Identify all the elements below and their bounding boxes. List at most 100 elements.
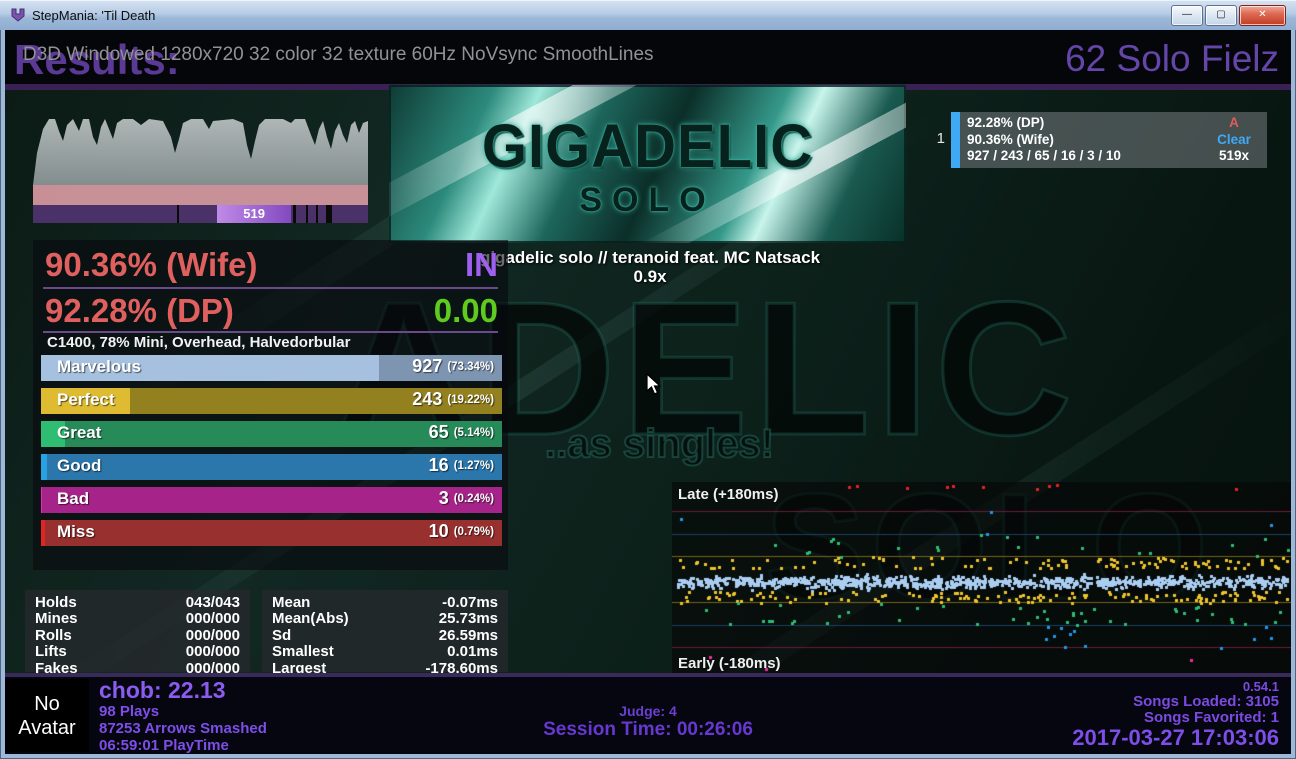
judgment-label: Bad bbox=[57, 489, 90, 508]
judge-setting: Judge: 4 bbox=[619, 703, 677, 719]
music-rate: 0.9x bbox=[633, 267, 667, 286]
banner-subtitle-text: SOLO bbox=[579, 181, 716, 219]
window-controls: — ▢ ✕ bbox=[1171, 5, 1286, 26]
judgment-bar-fill bbox=[41, 520, 45, 546]
arrows-smashed: 87253 Arrows Smashed bbox=[99, 720, 267, 737]
score-underline bbox=[43, 287, 498, 289]
avatar-text-2: Avatar bbox=[18, 716, 76, 739]
dp-score-row: 92.28% (DP) 0.00 bbox=[45, 292, 498, 330]
video-info-text: D3D Windowed 1280x720 32 color 32 textur… bbox=[23, 44, 654, 65]
judgment-list: Marvelous 927 (73.34%) Perfect 243 (19.2… bbox=[41, 355, 502, 553]
date-time: 2017-03-27 17:03:06 bbox=[1072, 725, 1279, 750]
info-row: Mean(Abs) 25.73ms bbox=[272, 610, 498, 628]
judgment-bar-rest bbox=[41, 520, 502, 546]
judgment-label: Perfect bbox=[57, 390, 115, 409]
combo-divider bbox=[292, 205, 296, 223]
judgment-bar-rest bbox=[41, 454, 502, 480]
combo-bar: 519 bbox=[33, 205, 368, 223]
judgment-bar-fill bbox=[41, 487, 43, 513]
density-shape bbox=[33, 119, 368, 185]
grade-badge: A bbox=[1229, 115, 1239, 130]
offset-plot-canvas bbox=[672, 482, 1291, 676]
note-density-graph: 519 bbox=[33, 115, 368, 223]
session-info: Judge: 4 Session Time: 00:26:06 bbox=[543, 703, 753, 741]
timing-stats-panel: Mean -0.07ms Mean(Abs) 25.73ms Sd 26.59ms S… bbox=[262, 590, 508, 677]
judgment-row: Great 65 (5.14%) bbox=[41, 421, 502, 447]
info-row: Holds 043/043 bbox=[35, 594, 240, 611]
life-band bbox=[33, 185, 368, 205]
judgment-label: Good bbox=[57, 456, 102, 475]
player-name-rating: chob: 22.13 bbox=[99, 677, 226, 703]
minimize-button[interactable]: — bbox=[1171, 5, 1203, 26]
judgment-count: 3 (0.24%) bbox=[438, 488, 494, 508]
combo-divider bbox=[306, 205, 309, 223]
judgment-bar-fill bbox=[41, 421, 65, 447]
close-button[interactable]: ✕ bbox=[1239, 5, 1286, 26]
wife-percent: 90.36% (Wife) bbox=[45, 246, 258, 283]
offset-scatter-plot: Late (+180ms) Early (-180ms) bbox=[672, 482, 1291, 676]
title-bar[interactable]: StepMania: 'Til Death — ▢ ✕ bbox=[0, 0, 1296, 30]
judgment-bar-rest bbox=[41, 487, 502, 513]
judgment-row: Marvelous 927 (73.34%) bbox=[41, 355, 502, 381]
songs-favorited: Songs Favorited: 1 bbox=[1143, 709, 1279, 726]
dp-percent: 92.28% (DP) bbox=[45, 292, 234, 329]
song-count-label: 62 Solo Fielz bbox=[1065, 38, 1279, 79]
info-row: Fakes 000/000 bbox=[35, 659, 240, 677]
songs-loaded: Songs Loaded: 3105 bbox=[1133, 693, 1279, 710]
judgment-bar-fill bbox=[41, 388, 130, 414]
scoreboard-wife: 90.36% (Wife) bbox=[967, 131, 1054, 147]
song-banner: GIGADELIC SOLO bbox=[389, 85, 906, 243]
build-info: 0.54.1 Songs Loaded: 3105 Songs Favorite… bbox=[1072, 679, 1279, 750]
judgment-row: Bad 3 (0.24%) bbox=[41, 487, 502, 513]
version-number: 0.54.1 bbox=[1242, 679, 1279, 694]
score-panel: 90.36% (Wife) IN 92.28% (DP) 0.00 C1400,… bbox=[33, 240, 508, 570]
scoreboard-right: A Clear 519x bbox=[1201, 112, 1267, 168]
wife-right-text: IN bbox=[465, 246, 498, 283]
judgment-label: Miss bbox=[57, 522, 95, 541]
game-screen: ADELIC SOLO ..as singles! Results: D3D W… bbox=[5, 30, 1291, 754]
window-title: StepMania: 'Til Death bbox=[32, 7, 156, 23]
info-row: Mines 000/000 bbox=[35, 610, 240, 628]
avatar-text-1: No bbox=[34, 692, 60, 715]
banner-title-text: GIGADELIC bbox=[481, 112, 814, 181]
scoreboard-dp: 92.28% (DP) bbox=[967, 115, 1045, 130]
info-row: Sd 26.59ms bbox=[272, 626, 498, 644]
playtime: 06:59:01 PlayTime bbox=[99, 737, 229, 754]
plot-early-label: Early (-180ms) bbox=[678, 655, 781, 672]
wife-score-row: 90.36% (Wife) IN bbox=[45, 246, 498, 284]
maximize-button[interactable]: ▢ bbox=[1205, 5, 1237, 26]
plot-late-label: Late (+180ms) bbox=[678, 486, 779, 503]
stepmania-logo-icon bbox=[11, 8, 25, 22]
bottom-divider bbox=[5, 673, 1291, 677]
combo-divider bbox=[316, 205, 319, 223]
profile-info: chob: 22.13 98 Plays 87253 Arrows Smashe… bbox=[99, 677, 267, 754]
info-row: Lifts 000/000 bbox=[35, 643, 240, 661]
scoreboard-box: 92.28% (DP) 90.36% (Wife) 927 / 243 / 65… bbox=[951, 112, 1267, 168]
judgment-label: Marvelous bbox=[57, 357, 142, 376]
combo-divider bbox=[326, 205, 333, 223]
avatar[interactable]: No Avatar bbox=[5, 679, 89, 752]
results-title: Results: bbox=[14, 36, 180, 83]
scoreboard-lines: 92.28% (DP) 90.36% (Wife) 927 / 243 / 65… bbox=[960, 112, 1201, 168]
bg-text-small: ..as singles! bbox=[544, 421, 775, 467]
max-combo-segment: 519 bbox=[217, 205, 291, 223]
judgment-bar-fill bbox=[41, 355, 380, 381]
plays-count: 98 Plays bbox=[99, 703, 160, 720]
scoreboard-entry[interactable]: 1 92.28% (DP) 90.36% (Wife) 927 / 243 / … bbox=[927, 112, 1291, 168]
combo-divider bbox=[177, 205, 180, 223]
header-strip: Results: D3D Windowed 1280x720 32 color … bbox=[5, 30, 1291, 90]
status-bar: No Avatar chob: 22.13 98 Plays 87253 Arr… bbox=[5, 677, 1291, 754]
info-row: Largest -178.60ms bbox=[272, 659, 498, 677]
info-row: Smallest 0.01ms bbox=[272, 643, 498, 661]
song-title: gigadelic solo // teranoid feat. MC Nats… bbox=[479, 248, 821, 267]
judgment-row: Good 16 (1.27%) bbox=[41, 454, 502, 480]
judgment-label: Great bbox=[57, 423, 102, 442]
scoreboard-rank: 1 bbox=[936, 130, 945, 147]
combo-badge: 519x bbox=[1218, 148, 1250, 163]
dp-right-text: 0.00 bbox=[433, 292, 498, 329]
scoreboard-judgments: 927 / 243 / 65 / 16 / 3 / 10 bbox=[967, 148, 1121, 163]
judgment-bar-rest bbox=[41, 421, 502, 447]
clear-badge: Clear bbox=[1217, 131, 1251, 147]
holds-panel: Holds 043/043 Mines 000/000 Rolls 000/000 L… bbox=[25, 590, 250, 677]
